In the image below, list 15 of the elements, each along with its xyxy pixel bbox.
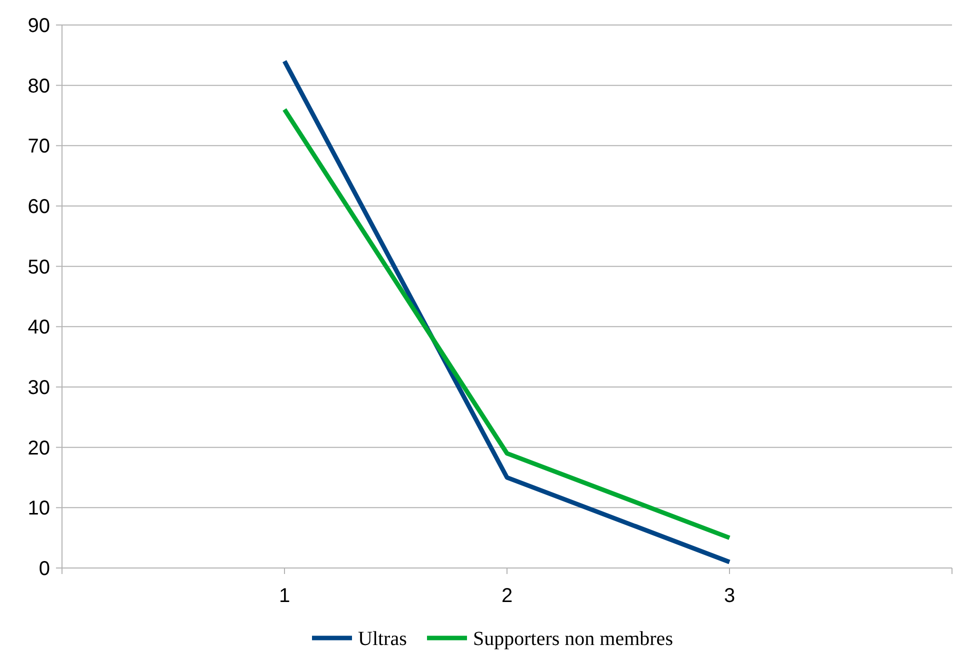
legend-label: Ultras — [358, 628, 408, 650]
y-tick-label: 30 — [28, 377, 50, 399]
x-tick-label: 2 — [501, 585, 513, 607]
y-tick-label: 50 — [28, 256, 50, 278]
y-tick-label: 0 — [38, 558, 50, 580]
y-tick-label: 60 — [28, 196, 50, 218]
y-tick-label: 70 — [28, 136, 50, 158]
y-tick-label: 10 — [28, 498, 50, 520]
x-tick-label: 1 — [278, 585, 290, 607]
legend-label: Supporters non membres — [473, 628, 674, 650]
y-tick-label: 90 — [28, 15, 50, 37]
y-tick-label: 20 — [28, 437, 50, 460]
y-tick-label: 80 — [28, 75, 50, 98]
y-tick-label: 40 — [28, 316, 50, 339]
x-tick-label: 3 — [724, 585, 736, 607]
